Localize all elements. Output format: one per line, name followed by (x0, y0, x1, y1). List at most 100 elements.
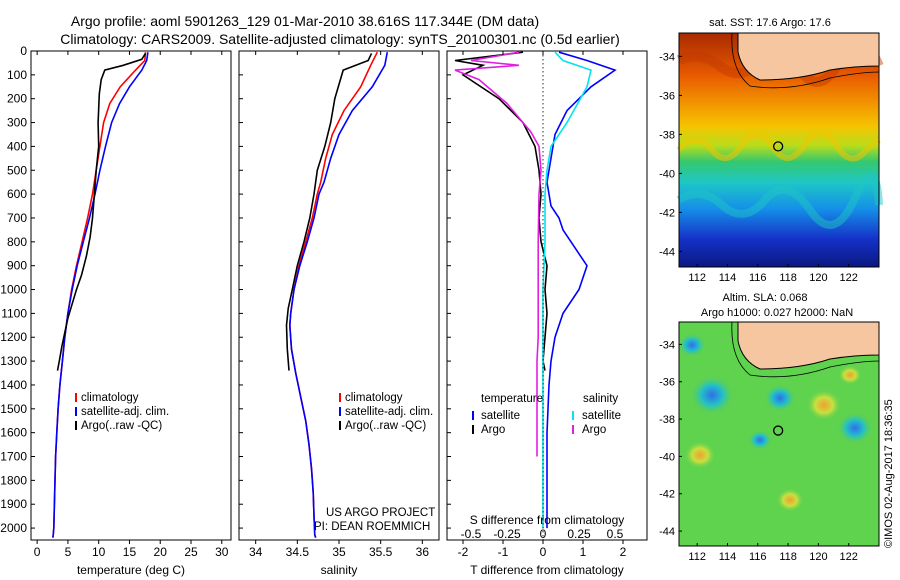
temperature-profile-argo-raw-qc--line (56, 52, 147, 371)
map-y-tick-label: -34 (659, 51, 675, 63)
difference-profile-temperature-argo-line (454, 51, 548, 371)
y-tick-label: 400 (7, 139, 27, 153)
x-tick-label: 34.5 (286, 545, 310, 559)
sla-map-title-2: Argo h1000: 0.027 h2000: NaN (701, 307, 853, 319)
map-y-tick-label: -38 (659, 129, 675, 141)
sla-high-anomaly (838, 365, 862, 385)
temperature-axes-frame (30, 50, 232, 541)
sst-map-frame (678, 32, 880, 268)
legend-entry: climatology (345, 392, 403, 404)
legend-entry: Argo(..raw -QC) (81, 420, 162, 432)
salinity-series-group (285, 51, 389, 538)
salinity-legend: climatology satellite-adj. clim. Argo(..ra… (339, 392, 433, 432)
argo-float-marker (773, 141, 784, 152)
header-line-2: Climatology: CARS2009. Satellite-adjuste… (60, 31, 620, 47)
map-x-tick-label: 122 (840, 551, 858, 563)
salinity-ticks-group: 34 34.5 35 35.5 36 (239, 50, 430, 559)
temperature-ticks-group: 0 5 10 15 20 25 300100200300400500600700800900… (0, 44, 228, 559)
temperature-legend: climatology satellite-adj. clim. Argo(..ra… (75, 392, 169, 432)
x-tick-label: 36 (416, 545, 430, 559)
difference-profile-salinity-argo-line (454, 51, 542, 457)
y-tick-label: 1800 (0, 473, 27, 487)
difference-xlabel-top: S difference from climatology (470, 513, 625, 527)
project-annotation: US ARGO PROJECT (326, 507, 435, 519)
shelf-contour (731, 32, 880, 89)
sla-low-anomaly (748, 430, 772, 450)
map-x-tick-label: 120 (809, 272, 827, 284)
header-line-1: Argo profile: aoml 5901263_129 01-Mar-20… (71, 13, 539, 29)
difference-profile-salinity-satellite-line (542, 51, 592, 529)
sst-map-panel: sat. SST: 17.6 Argo: 17.6 112 114 116 118 12… (659, 17, 884, 284)
sla-map-frame (678, 321, 880, 547)
salinity-xlabel: salinity (321, 563, 358, 577)
map-x-tick-label: 114 (719, 272, 737, 284)
legend-entry: Argo (481, 424, 505, 436)
map-x-tick-label: 112 (688, 551, 706, 563)
legend-group-title: temperature (481, 393, 543, 405)
land-mass (737, 321, 880, 370)
x-tick-label: 5 (65, 545, 72, 559)
sst-map-title: sat. SST: 17.6 Argo: 17.6 (709, 17, 831, 29)
sla-low-anomaly (678, 333, 706, 357)
pi-annotation: PI: DEAN ROEMMICH (314, 521, 430, 533)
legend-entry: Argo (582, 424, 606, 436)
y-tick-label: 1900 (0, 497, 27, 511)
difference-profile-temperature-satellite-line (546, 51, 617, 529)
temperature-profile-satellite-adj-clim--line (52, 52, 149, 538)
x-tick-label: 35 (332, 545, 346, 559)
y-tick-label: 0 (20, 44, 27, 58)
salinity-profile-satellite-adj-clim--line (288, 52, 389, 538)
x-tick-label: -1 (498, 545, 509, 559)
legend-entry: Argo(..raw -QC) (345, 420, 426, 432)
x-tick-label: 0 (540, 545, 547, 559)
map-x-tick-label: 118 (779, 272, 797, 284)
map-x-tick-label: 116 (749, 272, 767, 284)
temperature-series-group (52, 52, 149, 538)
difference-legend: temperature satellite Argo salinity satellit… (472, 393, 621, 436)
y-tick-label: 1000 (0, 283, 27, 297)
map-x-tick-label: 118 (779, 551, 797, 563)
y-tick-label: 900 (7, 259, 27, 273)
shelf-contour (731, 321, 880, 378)
salinity-diff-tick-label: -0.25 (493, 527, 521, 541)
legend-group-title: salinity (583, 393, 618, 405)
sla-map-panel: Altim. SLA: 0.068 Argo h1000: 0.027 h200… (659, 292, 880, 563)
map-x-tick-label: 120 (809, 551, 827, 563)
map-y-tick-label: -42 (659, 207, 675, 219)
difference-panel: -2 -1 0 1 2 -0.5 -0.25 0 0.25 0.5 T difference fr… (446, 50, 648, 577)
salinity-diff-tick-label: 0 (540, 527, 547, 541)
y-tick-label: 800 (7, 235, 27, 249)
y-tick-label: 1600 (0, 426, 27, 440)
y-tick-label: 2000 (0, 521, 27, 535)
salinity-diff-tick-label: 0.5 (607, 527, 624, 541)
salinity-diff-tick-label: -0.5 (461, 527, 482, 541)
map-x-tick-label: 116 (749, 551, 767, 563)
x-tick-label: 15 (123, 545, 137, 559)
x-tick-label: 20 (154, 545, 168, 559)
y-tick-label: 600 (7, 187, 27, 201)
y-tick-label: 300 (7, 116, 27, 130)
difference-ticks-group: -2 -1 0 1 2 -0.5 -0.25 0 0.25 0.5 (447, 50, 627, 559)
legend-entry: satellite-adj. clim. (81, 406, 169, 418)
sla-low-anomaly (837, 412, 873, 444)
y-tick-label: 1500 (0, 402, 27, 416)
salinity-axes-frame (238, 50, 440, 541)
x-tick-label: 30 (215, 545, 229, 559)
temperature-panel: 0 5 10 15 20 25 300100200300400500600700800900… (0, 44, 232, 577)
sla-low-anomaly (764, 384, 796, 412)
x-tick-label: 1 (580, 545, 587, 559)
y-tick-label: 700 (7, 211, 27, 225)
x-tick-label: 34 (249, 545, 263, 559)
salinity-panel: 34 34.5 35 35.5 36 salinity climatology satel… (238, 50, 440, 577)
x-tick-label: 35.5 (369, 545, 393, 559)
y-tick-label: 1700 (0, 450, 27, 464)
map-y-tick-label: -40 (659, 451, 675, 463)
y-tick-label: 500 (7, 163, 27, 177)
y-tick-label: 1100 (1, 306, 27, 320)
x-tick-label: 10 (92, 545, 106, 559)
sst-cool-wave (676, 172, 883, 229)
legend-entry: satellite-adj. clim. (345, 406, 433, 418)
temperature-xlabel: temperature (deg C) (77, 563, 185, 577)
argo-float-marker (773, 425, 784, 436)
